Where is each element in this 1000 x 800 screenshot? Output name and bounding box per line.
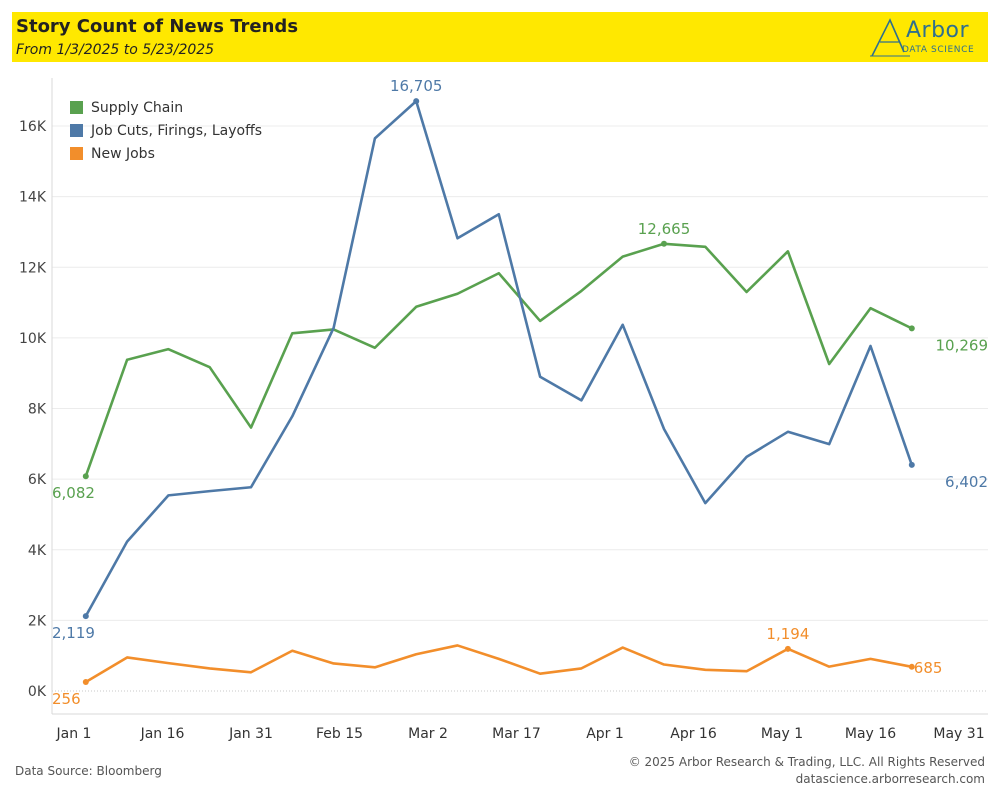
series-line-supply-chain [84, 242, 914, 478]
data-point-marker [908, 325, 915, 332]
data-point-marker [784, 645, 791, 652]
y-tick-label: 0K [28, 684, 47, 700]
y-tick-label: 16K [19, 119, 47, 135]
y-tick-label: 4K [28, 543, 47, 559]
x-tick-label: May 1 [761, 726, 803, 742]
y-tick-label: 10K [19, 331, 47, 347]
series-line-new-jobs [84, 644, 914, 684]
y-tick-label: 14K [19, 190, 47, 206]
data-label: 685 [914, 659, 943, 677]
legend-item: Job Cuts, Firings, Layoffs [70, 119, 262, 142]
logo-subtitle: DATA SCIENCE [902, 45, 975, 55]
legend-item: New Jobs [70, 142, 262, 165]
legend-swatch [70, 124, 83, 137]
logo-a-mark-icon [870, 18, 910, 57]
x-tick-label: Apr 1 [586, 726, 624, 742]
x-tick-label: Mar 2 [408, 726, 448, 742]
data-label: 10,269 [936, 336, 989, 354]
x-tick-label: Feb 15 [316, 726, 363, 742]
data-label: 6,402 [945, 473, 988, 491]
title-banner: Story Count of News Trends From 1/3/2025… [12, 12, 988, 62]
x-tick-label: Jan 1 [56, 726, 92, 742]
y-tick-label: 12K [19, 260, 47, 276]
x-tick-label: May 31 [933, 726, 984, 742]
data-label: 1,194 [766, 625, 809, 643]
chart-title: Story Count of News Trends [16, 16, 299, 37]
x-tick-label: Apr 16 [670, 726, 717, 742]
axes: 0K 2K 4K 6K 8K 10K 12K 14K 16K Jan 1 Jan 16 Jan 31 F… [19, 78, 988, 742]
data-point-marker [413, 98, 420, 105]
data-point-marker [82, 473, 89, 480]
legend-label: Supply Chain [91, 99, 184, 116]
chart-subtitle: From 1/3/2025 to 5/23/2025 [16, 42, 215, 58]
website-text: datascience.arborresearch.com [795, 772, 985, 786]
data-point-marker [661, 240, 667, 247]
data-label: 256 [52, 690, 81, 708]
arbor-logo: Arbor DATA SCIENCE [870, 16, 982, 60]
data-point-marker [908, 663, 915, 670]
series-line-job-cuts-firings-layoffs [84, 99, 914, 618]
y-tick-label: 6K [28, 472, 47, 488]
x-tick-label: Jan 16 [140, 726, 185, 742]
copyright-text: © 2025 Arbor Research & Trading, LLC. Al… [628, 755, 985, 769]
logo-word: Arbor [906, 18, 970, 43]
data-point-marker [908, 461, 915, 468]
legend-label: New Jobs [91, 145, 155, 162]
legend-label: Job Cuts, Firings, Layoffs [91, 122, 263, 139]
data-point-marker [82, 678, 89, 685]
x-tick-label: May 16 [845, 726, 896, 742]
legend-swatch [70, 101, 83, 114]
legend-item: Supply Chain [70, 96, 262, 119]
data-source: Data Source: Bloomberg [15, 764, 162, 778]
y-tick-label: 2K [28, 613, 47, 629]
data-labels: 6,082 12,665 10,269 2,119 16,705 6,402 256 1,19… [52, 77, 988, 708]
x-tick-label: Mar 17 [492, 726, 541, 742]
data-label: 6,082 [52, 484, 95, 502]
data-label: 16,705 [390, 77, 443, 95]
y-tick-label: 8K [28, 402, 47, 418]
footer-credits: © 2025 Arbor Research & Trading, LLC. Al… [629, 754, 985, 788]
legend-swatch [70, 147, 83, 160]
data-label: 2,119 [52, 624, 95, 642]
series-lines [84, 99, 914, 684]
legend: Supply Chain Job Cuts, Firings, Layoffs Ne… [70, 96, 262, 165]
x-tick-label: Jan 31 [228, 726, 273, 742]
data-label: 12,665 [638, 220, 691, 238]
grid-lines [52, 125, 988, 692]
data-point-marker [82, 613, 89, 620]
